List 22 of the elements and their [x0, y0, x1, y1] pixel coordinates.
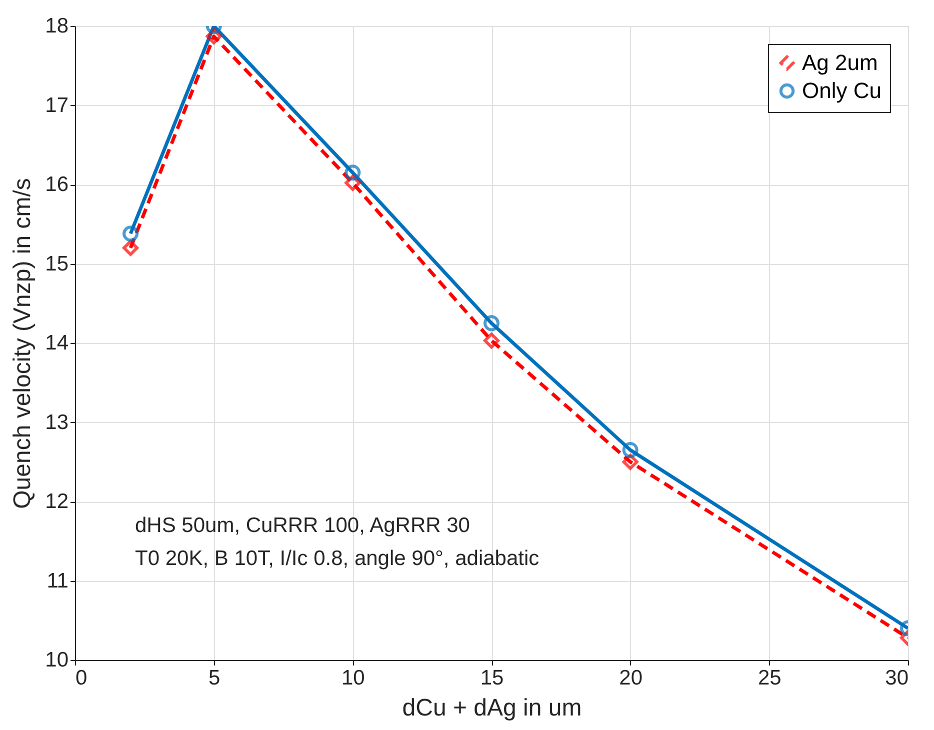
- y-tick-label: 17: [45, 94, 68, 117]
- x-tick-label: 5: [208, 666, 220, 690]
- y-axis-title: Quench velocity (Vnzp) in cm/s: [9, 178, 36, 509]
- x-tick-label: 15: [480, 666, 504, 690]
- annotation: dHS 50um, CuRRR 100, AgRRR 30: [135, 514, 470, 537]
- y-tick-label: 15: [45, 252, 68, 276]
- y-tick-label: 14: [45, 332, 69, 354]
- y-tick-label: 10: [45, 648, 68, 672]
- x-tick-label: 10: [341, 666, 365, 690]
- y-tick-label: 18: [45, 14, 68, 38]
- y-tick-label: 16: [45, 173, 68, 196]
- x-tick-label: 0: [76, 666, 88, 690]
- x-tick-label: 25: [758, 666, 782, 690]
- legend-label: Only Cu: [802, 78, 882, 103]
- legend-label: Ag 2um: [802, 50, 878, 75]
- y-tick-label: 11: [46, 569, 68, 592]
- annotation: T0 20K, B 10T, I/Ic 0.8, angle 90°, adiabatic: [135, 547, 540, 570]
- y-tick-label: 13: [45, 410, 68, 434]
- x-tick-label: 30: [885, 666, 908, 690]
- y-tick-label: 12: [45, 490, 68, 513]
- x-axis-title: dCu + dAg in um: [402, 694, 582, 722]
- x-tick-label: 20: [619, 666, 643, 690]
